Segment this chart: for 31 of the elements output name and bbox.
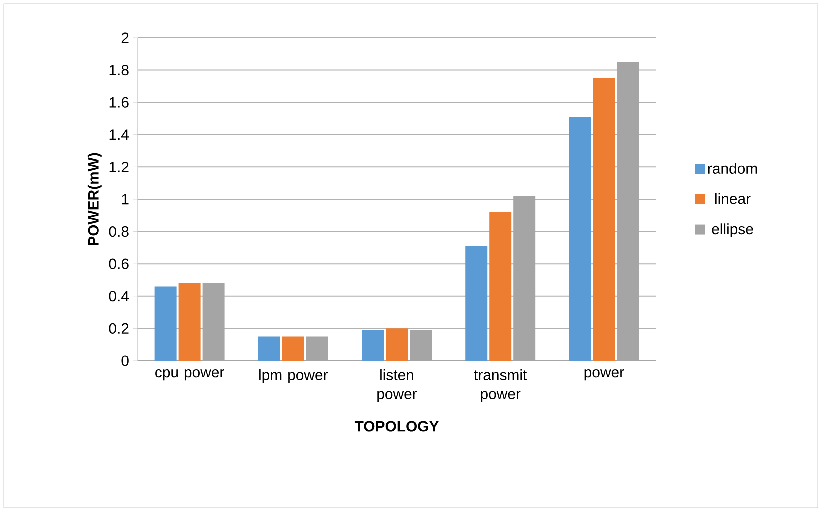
legend-label: ellipse bbox=[712, 224, 754, 238]
bar bbox=[178, 283, 201, 361]
x-tick-label: transmit power bbox=[474, 370, 528, 402]
bar bbox=[362, 330, 384, 361]
x-tick-label: lpm power bbox=[260, 370, 328, 384]
bar bbox=[490, 212, 512, 361]
y-tick-label: 1.8 bbox=[110, 64, 129, 76]
y-tick-label: 0.4 bbox=[109, 291, 130, 302]
y-tick-label: 0 bbox=[122, 356, 129, 366]
y-tick-label: 2 bbox=[122, 32, 129, 44]
y-tick-label: 1.2 bbox=[110, 162, 129, 172]
x-tick-label: power bbox=[584, 370, 624, 381]
x-axis-title: TOPOLOGY bbox=[354, 421, 439, 432]
bar bbox=[154, 286, 177, 361]
legend-label: random bbox=[708, 163, 758, 174]
x-tick-label: cpu power bbox=[156, 370, 224, 381]
y-tick-label: 1.4 bbox=[110, 130, 130, 140]
bar bbox=[569, 117, 592, 361]
y-tick-label: 1 bbox=[122, 194, 129, 205]
bar bbox=[466, 246, 488, 361]
x-tick-label: listen power bbox=[378, 370, 418, 402]
y-tick-label: 0.6 bbox=[109, 258, 129, 270]
y-tick-label: 1.6 bbox=[110, 97, 129, 108]
bar bbox=[258, 336, 280, 361]
y-axis-title: POWER(mW) bbox=[88, 153, 102, 246]
y-tick-label: 0.8 bbox=[109, 226, 129, 238]
legend-label: linear bbox=[716, 193, 751, 204]
y-tick-label: 0.2 bbox=[109, 323, 129, 334]
bar bbox=[282, 336, 304, 361]
bar bbox=[593, 78, 616, 361]
bar bbox=[386, 328, 408, 361]
